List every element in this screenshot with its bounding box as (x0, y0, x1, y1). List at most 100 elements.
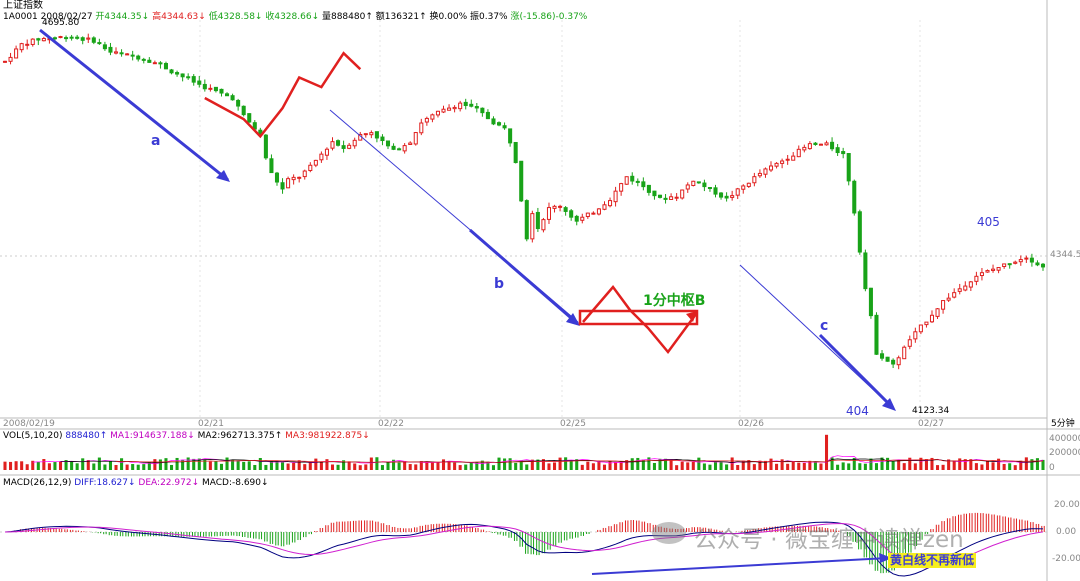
candle-body-59 (330, 141, 335, 149)
change-value: 涨(-15.86)-0.37% (510, 12, 588, 22)
amount-value: 额136321 (375, 12, 420, 22)
vol-value: 888480 (65, 431, 100, 441)
candle-body-106 (591, 212, 596, 215)
arrow-icon: ↓ (191, 478, 200, 488)
candle-body-79 (441, 108, 446, 113)
candle-body-141 (785, 158, 790, 161)
divergence-arrow (591, 557, 889, 575)
volume-bar-165 (919, 457, 923, 470)
volume-bar-52 (292, 462, 296, 470)
wechat-icon (652, 522, 686, 544)
candle-body-114 (635, 180, 640, 183)
volume-bar-77 (430, 461, 434, 470)
quote-header: 1A0001 2008/02/27 开4344.35↓ 高4344.63↓ 低4… (3, 11, 587, 23)
volume-bar-117 (652, 462, 656, 470)
volume-bar-24 (136, 464, 140, 470)
volume-bar-127 (708, 464, 712, 470)
vol-ma3: MA3:981922.875 (285, 431, 363, 441)
volume-bar-17 (97, 457, 101, 470)
candle-body-124 (691, 180, 696, 186)
label-404: 404 (846, 404, 869, 418)
volume-bar-85 (475, 461, 479, 470)
volume-bar-108 (602, 464, 607, 470)
volume-bar-97 (541, 459, 545, 470)
candle-body-68 (380, 136, 385, 142)
volume-bar-4 (25, 464, 29, 470)
candle-body-107 (596, 208, 601, 215)
arrow-icon: ↓ (128, 478, 136, 488)
volume-bar-156 (869, 458, 873, 470)
volume-bar-40 (225, 457, 229, 470)
volume-bar-49 (275, 461, 279, 470)
candle-body-123 (685, 184, 690, 190)
date-tick-1: 02/21 (198, 419, 224, 429)
volume-value: 量888480 (321, 12, 366, 22)
segment-a-label: a (151, 133, 161, 149)
candle-body-69 (385, 140, 391, 147)
arrowhead-icon (882, 398, 896, 411)
candle-body-18 (102, 44, 107, 50)
segment-c-label: c (820, 318, 829, 334)
volume-bar-99 (553, 462, 557, 470)
volume-bar-143 (797, 462, 801, 470)
candle-body-35 (197, 80, 202, 85)
candle-body-164 (913, 331, 918, 340)
volume-bar-3 (20, 461, 24, 470)
volume-bar-7 (42, 459, 46, 470)
candle-body-5 (30, 38, 35, 45)
volume-bar-50 (281, 462, 285, 470)
volume-bar-136 (758, 460, 762, 470)
candle-body-24 (136, 55, 141, 60)
volume-bar-46 (258, 457, 262, 470)
candle-body-32 (180, 73, 185, 78)
volume-bar-160 (891, 461, 895, 470)
volume-bar-13 (75, 463, 79, 470)
volume-bar-185 (1030, 459, 1034, 470)
volume-bar-71 (397, 462, 401, 470)
open-value: 开4344.35 (95, 12, 142, 22)
volume-bar-110 (614, 461, 618, 470)
candle-body-15 (86, 37, 91, 40)
candle-body-1 (8, 56, 13, 62)
volume-bar-86 (480, 460, 484, 470)
candle-body-11 (64, 37, 69, 40)
volume-bar-186 (1035, 458, 1039, 470)
candle-body-6 (36, 38, 41, 41)
arrow-icon: ↑ (419, 12, 427, 22)
candle-body-99 (552, 205, 557, 209)
volume-bar-81 (453, 462, 457, 470)
candle-body-56 (313, 159, 318, 166)
volume-bar-115 (641, 459, 645, 470)
candle-body-117 (652, 190, 657, 197)
chan-strokes (204, 51, 699, 355)
candle-body-87 (485, 111, 490, 120)
volume-bar-61 (342, 460, 346, 470)
candle-body-127 (707, 187, 712, 190)
volume-bar-33 (186, 457, 190, 470)
candle-body-128 (713, 187, 718, 195)
volume-bar-166 (924, 459, 928, 470)
high-price-label: 4695.80 (42, 18, 80, 28)
candle-body-93 (519, 160, 524, 202)
quote-date: 2008/02/27 (40, 12, 93, 22)
macd-diff: DIFF:18.627 (74, 478, 128, 488)
candle-body-185 (1029, 257, 1034, 263)
candle-body-23 (130, 54, 135, 57)
candle-body-50 (280, 182, 285, 190)
candle-body-55 (308, 164, 313, 172)
candle-body-74 (413, 132, 418, 145)
period-label[interactable]: 5分钟 (1051, 419, 1075, 429)
dea-line (4, 523, 1044, 569)
volume-bar-139 (775, 463, 779, 470)
candle-body-34 (191, 76, 196, 83)
volume-bar-180 (1002, 463, 1006, 470)
candle-body-134 (746, 182, 751, 187)
volume-bar-168 (936, 465, 940, 470)
candle-body-162 (902, 346, 907, 360)
candle-body-102 (569, 210, 574, 218)
volume-bar-171 (952, 460, 956, 470)
candle-body-110 (613, 190, 618, 203)
date-tick-0: 2008/02/19 (3, 419, 55, 429)
candle-body-130 (724, 195, 729, 199)
vol-axis-tick-0: 400000 (1049, 434, 1080, 444)
